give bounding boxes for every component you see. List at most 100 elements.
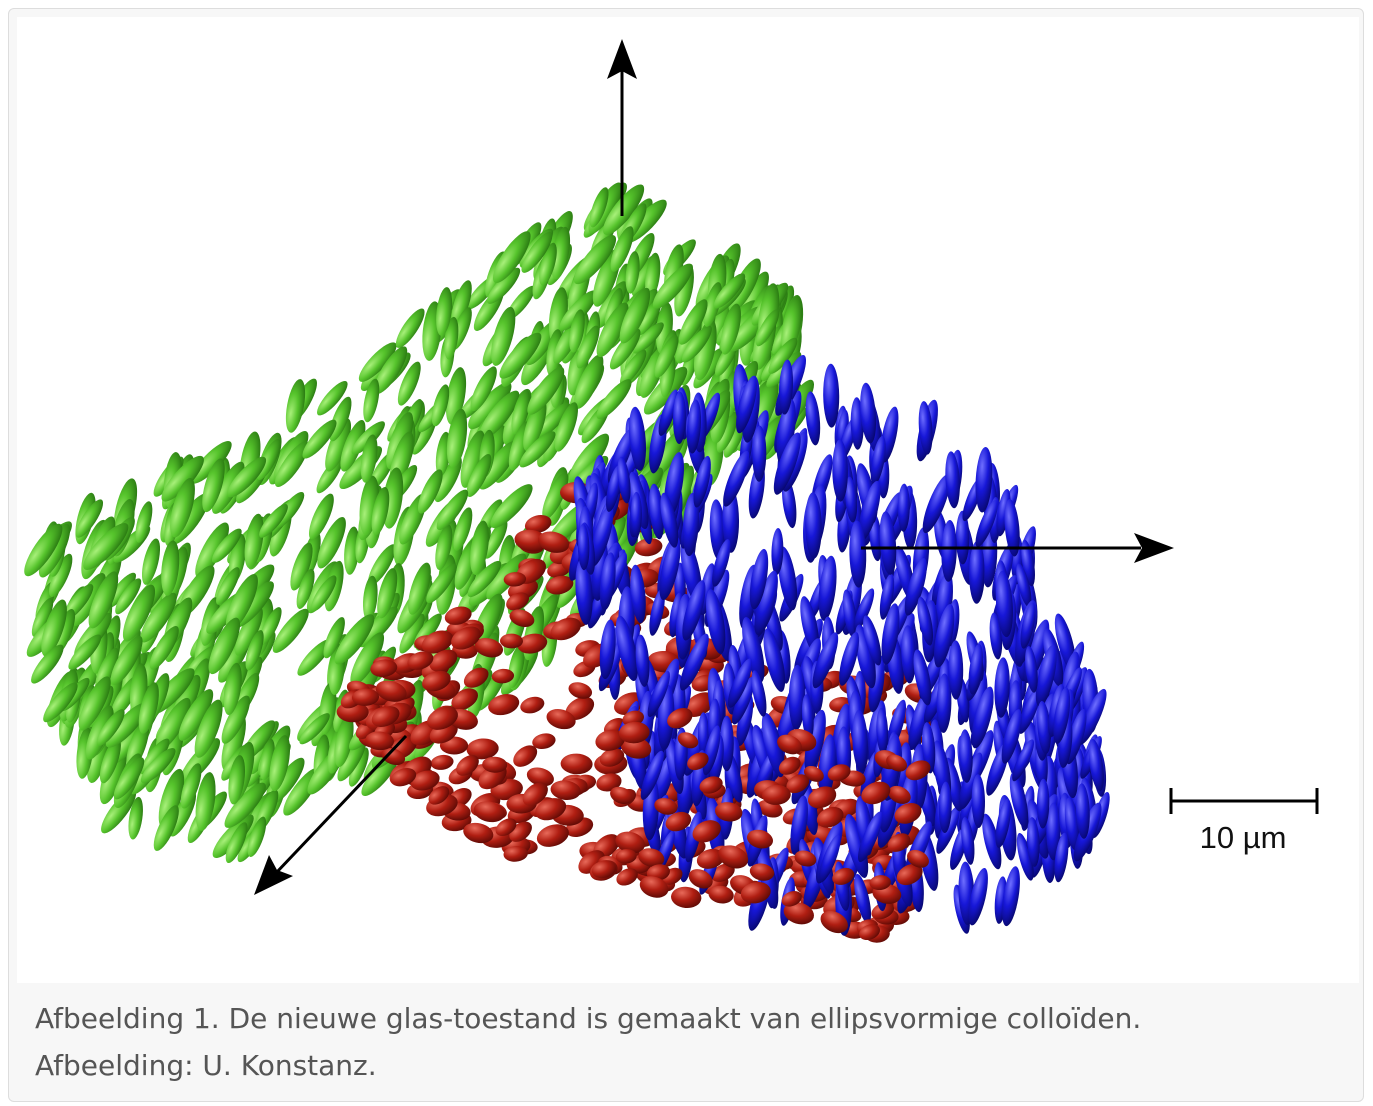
- blue-particle: [934, 603, 955, 668]
- green-particle: [78, 676, 111, 731]
- green-particle: [625, 251, 640, 294]
- green-particle: [299, 713, 330, 745]
- blue-particle: [649, 588, 665, 636]
- blue-particle: [1053, 687, 1071, 744]
- blue-particle: [995, 570, 1013, 638]
- blue-particle: [901, 625, 916, 684]
- scale-bar: 10 µm: [1169, 788, 1319, 855]
- green-particle: [693, 319, 717, 381]
- blue-particle: [712, 539, 731, 587]
- blue-particle: [723, 450, 750, 507]
- blue-particle: [577, 523, 590, 571]
- green-particle: [460, 430, 486, 488]
- green-particle: [323, 617, 345, 659]
- blue-particle: [761, 712, 785, 778]
- blue-particle: [818, 555, 837, 621]
- green-particle: [436, 287, 453, 336]
- green-particle: [135, 501, 153, 543]
- blue-particle: [849, 520, 867, 588]
- green-particle: [285, 379, 306, 433]
- green-particle: [363, 378, 380, 423]
- red-particle: [390, 768, 417, 787]
- green-particle: [334, 714, 354, 768]
- green-particle: [434, 456, 462, 503]
- blue-particle: [682, 492, 700, 557]
- blue-particle: [853, 588, 875, 632]
- green-particle: [527, 367, 565, 415]
- green-particle: [519, 431, 556, 468]
- green-particle: [170, 478, 195, 538]
- green-particle: [487, 267, 521, 304]
- red-particle: [532, 733, 556, 750]
- green-particle: [453, 507, 473, 551]
- red-particle: [783, 902, 814, 925]
- green-particle: [256, 438, 281, 481]
- green-particle: [511, 389, 530, 435]
- green-particle: [619, 288, 651, 344]
- red-particle: [545, 575, 574, 595]
- blue-particle: [839, 632, 860, 686]
- blue-particle: [845, 476, 858, 523]
- green-particle: [269, 735, 291, 792]
- green-particle: [88, 571, 119, 629]
- green-particle: [38, 523, 71, 578]
- green-particle: [140, 738, 170, 775]
- green-particle: [382, 467, 404, 529]
- blue-particle: [1025, 646, 1038, 693]
- green-particle: [408, 562, 431, 615]
- scale-bar-label: 10 µm: [1200, 820, 1287, 855]
- green-particle: [221, 695, 250, 744]
- red-particle: [596, 773, 622, 792]
- red-particle: [495, 818, 517, 837]
- green-particle: [71, 573, 106, 627]
- red-particle: [546, 709, 576, 730]
- red-particle: [550, 617, 581, 641]
- red-particle: [482, 756, 508, 773]
- red-particle: [503, 572, 527, 587]
- green-particle: [431, 384, 450, 427]
- blue-particle: [858, 480, 881, 541]
- green-particle: [435, 431, 451, 477]
- green-particle: [596, 379, 632, 420]
- green-particle: [703, 282, 722, 327]
- green-particle: [479, 390, 520, 440]
- green-particle: [96, 709, 125, 746]
- green-particle: [610, 226, 634, 272]
- green-particle: [31, 598, 54, 637]
- green-particle: [716, 411, 738, 453]
- red-particle: [565, 696, 595, 721]
- green-particle: [554, 402, 578, 452]
- blue-particle: [575, 558, 593, 625]
- blue-particle: [1002, 866, 1020, 927]
- red-particle: [684, 692, 715, 717]
- blue-particle: [921, 722, 936, 774]
- blue-particle: [709, 499, 726, 560]
- arrowhead: [607, 39, 637, 79]
- red-particle: [428, 786, 450, 805]
- blue-particle: [647, 670, 670, 718]
- axes: [254, 39, 1174, 895]
- green-particle: [478, 440, 519, 490]
- green-particle: [85, 705, 114, 760]
- green-particle: [195, 522, 229, 578]
- green-particle: [417, 469, 443, 514]
- blue-particle: [1046, 802, 1061, 861]
- blue-particle: [630, 491, 642, 538]
- red-particle: [777, 734, 802, 755]
- red-particle: [687, 752, 709, 771]
- red-particle: [886, 754, 908, 772]
- red-particle: [794, 850, 817, 867]
- blue-particle: [842, 589, 857, 638]
- green-particle: [224, 782, 266, 828]
- blue-particle: [589, 505, 614, 567]
- green-particle: [317, 380, 348, 416]
- blue-particle: [975, 500, 998, 547]
- red-particle: [463, 667, 489, 688]
- green-particle: [297, 639, 332, 676]
- green-particle: [244, 513, 264, 569]
- green-particle: [106, 572, 136, 608]
- blue-particle: [870, 435, 886, 486]
- blue-particle: [855, 624, 876, 689]
- green-particle: [272, 608, 309, 653]
- green-particle: [234, 606, 263, 656]
